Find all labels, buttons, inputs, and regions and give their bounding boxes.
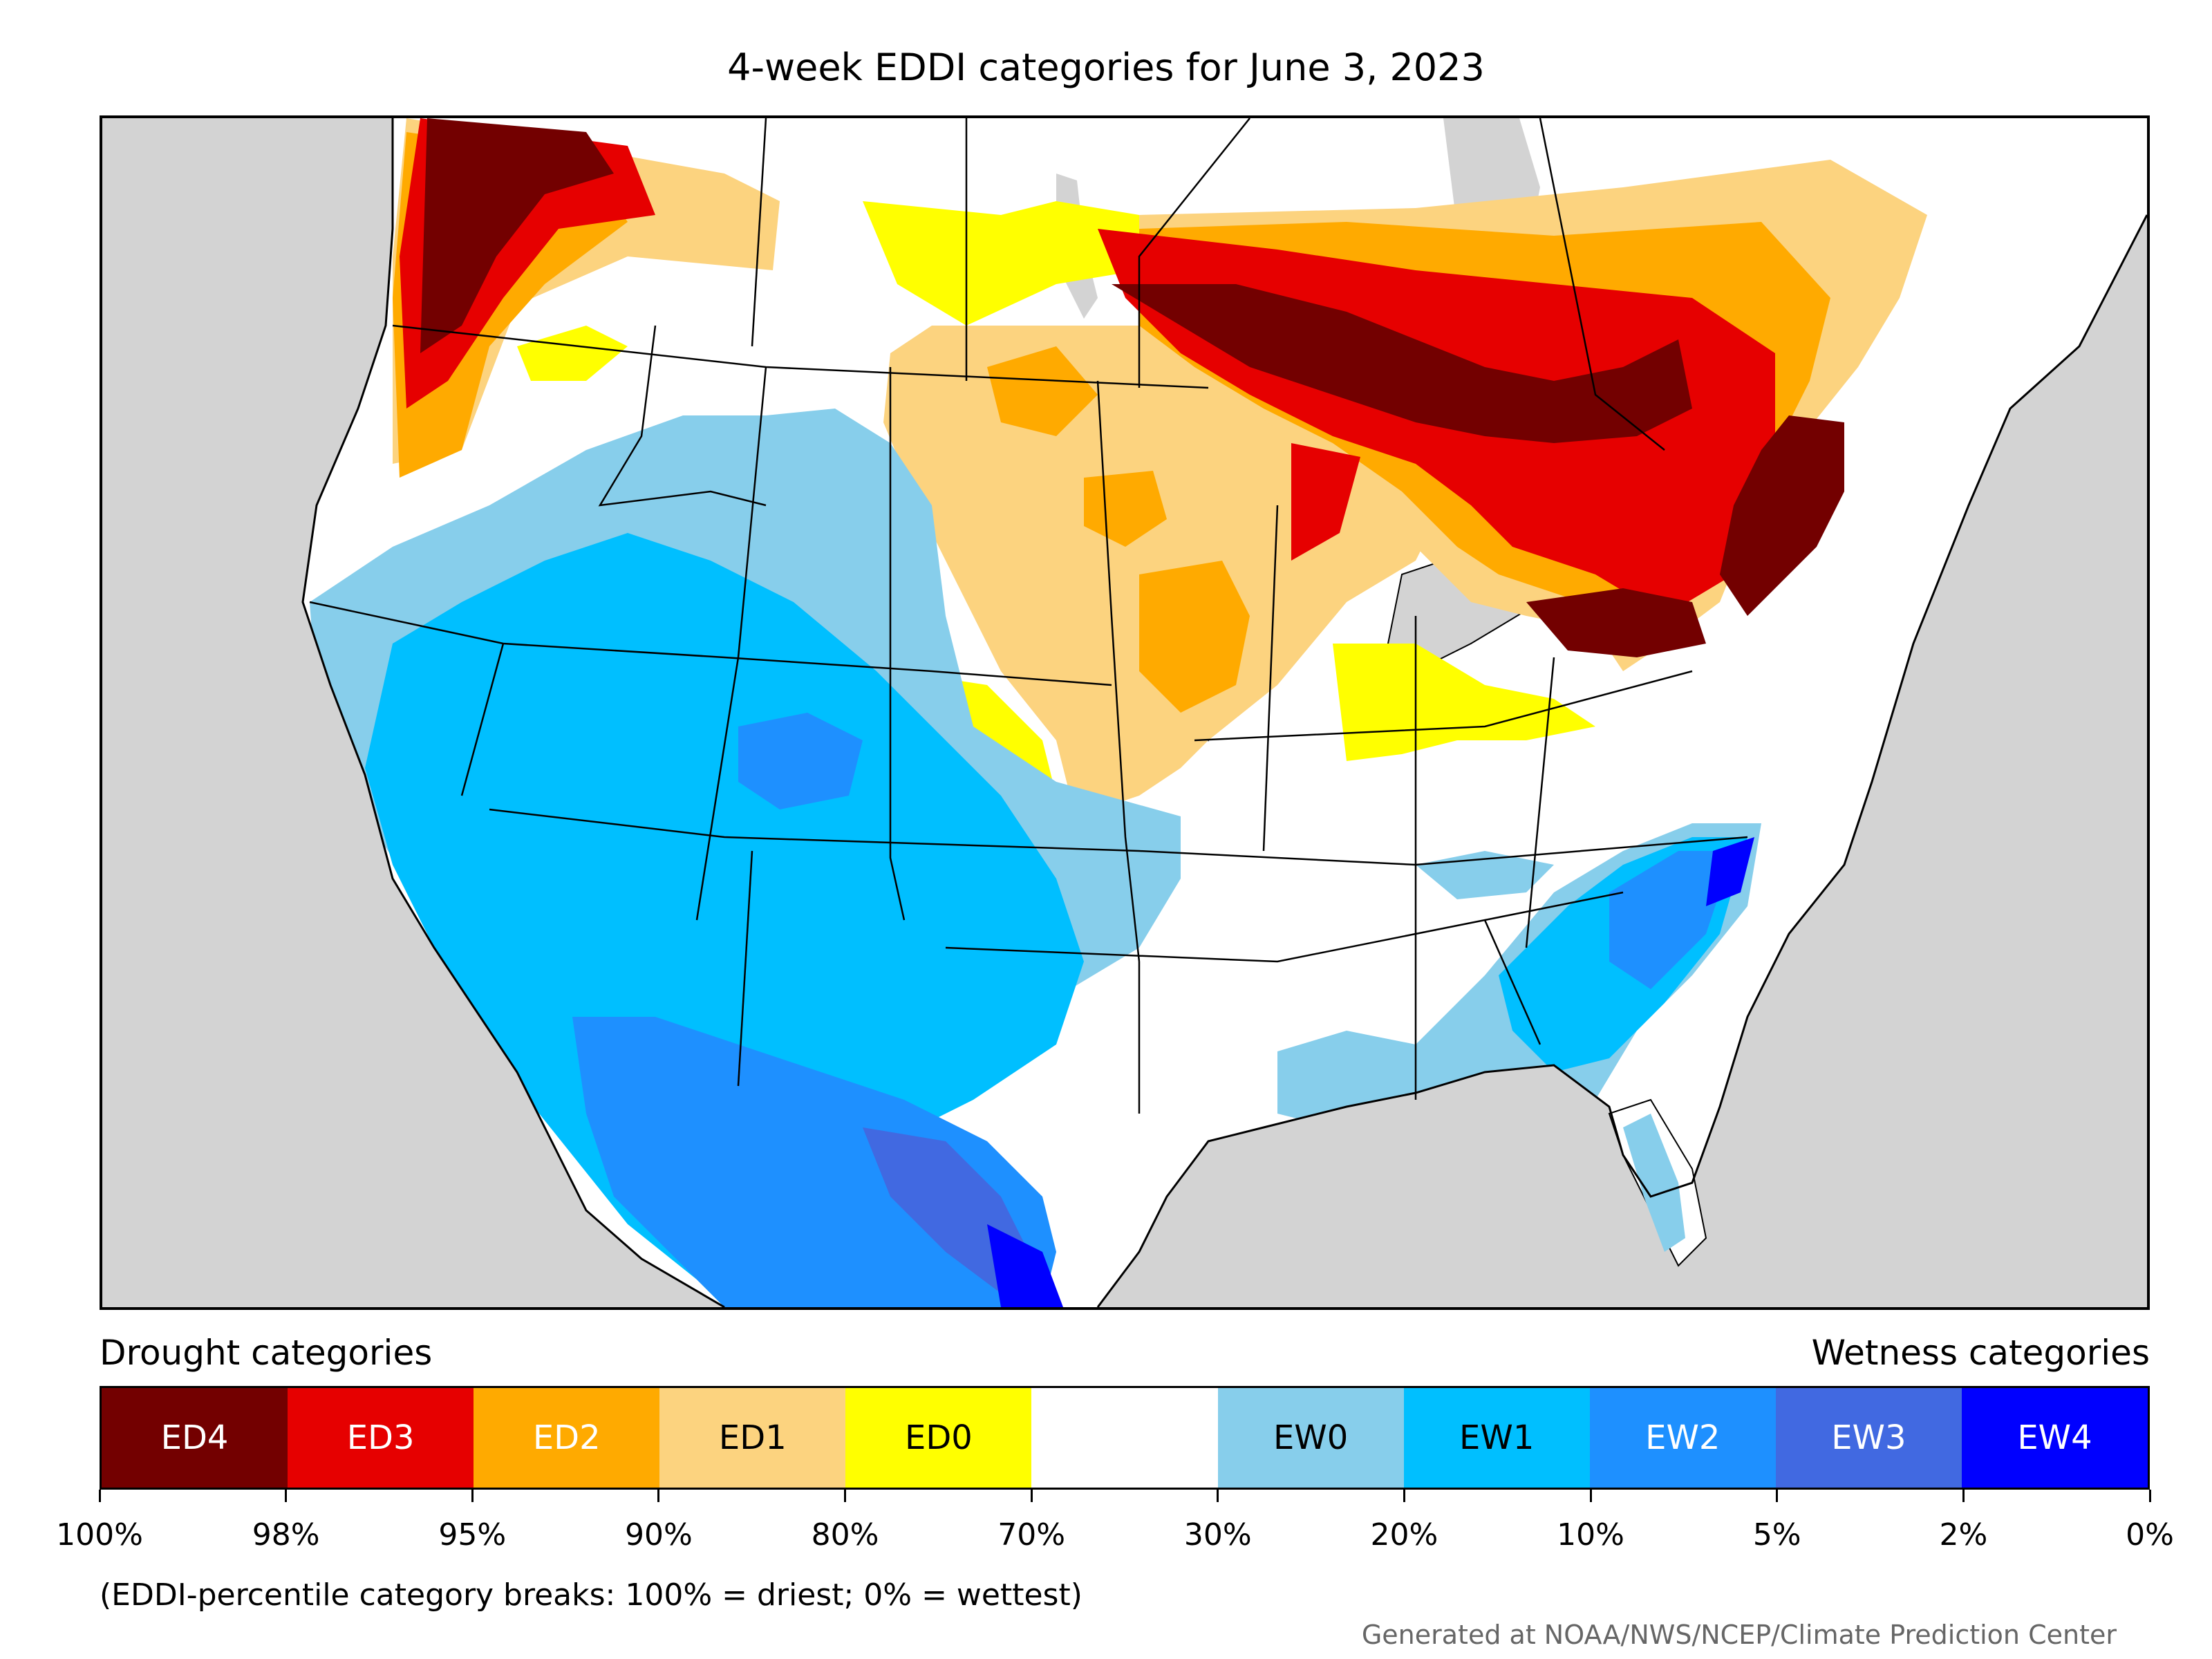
colorbar-cell-ed2: ED2: [474, 1388, 660, 1488]
colorbar-cell-ed4: ED4: [102, 1388, 288, 1488]
tick-mark: [2148, 1490, 2151, 1502]
tick-label: 30%: [1183, 1517, 1252, 1553]
tick-mark: [1217, 1490, 1219, 1502]
drought-east-canada-ed4: [1112, 284, 1692, 443]
tick-mark: [285, 1490, 288, 1502]
colorbar-cell-ed1: ED1: [659, 1388, 846, 1488]
tick-mark: [1589, 1490, 1592, 1502]
drought-penn-ed4: [1526, 588, 1706, 657]
tick-mark: [1030, 1490, 1033, 1502]
credit-line: Generated at NOAA/NWS/NCEP/Climate Predi…: [1361, 1620, 2117, 1650]
ocean-pacific: [102, 118, 724, 1307]
drought-minn-ed2: [987, 346, 1098, 436]
drought-midwest-ed2: [1139, 561, 1250, 713]
wet-colorado-ew2: [738, 713, 863, 809]
drought-ohio-ed0: [1333, 644, 1595, 761]
tick-mark: [844, 1490, 847, 1502]
ocean-gulf: [1098, 215, 2147, 1307]
wet-ohio-valley-ew0: [1416, 851, 1554, 899]
tick-label: 0%: [2126, 1517, 2174, 1553]
coastline: [301, 118, 2147, 1307]
colorbar-cell-ew3: EW3: [1775, 1388, 1962, 1488]
map-panel: [100, 115, 2150, 1310]
tick-mark: [657, 1490, 660, 1502]
tick-label: 90%: [625, 1517, 693, 1553]
eddi-map: [102, 118, 2147, 1307]
colorbar-cell-ew2: EW2: [1589, 1388, 1776, 1488]
tick-mark: [98, 1490, 101, 1502]
drought-idaho-ed0: [517, 326, 628, 381]
tick-mark: [471, 1490, 474, 1502]
percentile-ticks: 100% 98% 95% 90% 80% 70% 30% 20% 10% 5% 2% 0%: [56, 1490, 2174, 1559]
tick-mark: [1776, 1490, 1779, 1502]
wet-carolina-ew2: [1609, 851, 1734, 989]
tick-label: 10%: [1557, 1517, 1624, 1553]
wet-texas-ew3: [863, 1127, 1029, 1293]
colorbar-cell-ew4: EW4: [1961, 1388, 2148, 1488]
tick-label: 2%: [1939, 1517, 1988, 1553]
tick-label: 80%: [811, 1517, 879, 1553]
wetness-categories-label: Wetness categories: [1811, 1333, 2150, 1373]
drought-canada-ed0: [863, 201, 1139, 326]
tick-mark: [1962, 1490, 1965, 1502]
colorbar-cell-ed0: ED0: [845, 1388, 1032, 1488]
map-title: 4-week EDDI categories for June 3, 2023: [727, 46, 1485, 89]
tick-label: 100%: [56, 1517, 143, 1553]
state-boundaries: [309, 324, 1748, 1114]
wet-carolina-ew4: [1706, 837, 1754, 906]
drought-categories-label: Drought categories: [100, 1333, 433, 1373]
tick-label: 98%: [252, 1517, 320, 1553]
wet-texas-ew4: [987, 1224, 1063, 1307]
colorbar-cell-ew1: EW1: [1403, 1388, 1590, 1488]
tick-label: 5%: [1752, 1517, 1801, 1553]
tick-label: 20%: [1370, 1517, 1438, 1553]
tick-label: 95%: [438, 1517, 507, 1553]
category-breaks-note: (EDDI-percentile category breaks: 100% =…: [100, 1577, 1082, 1613]
category-colorbar: ED4 ED3 ED2 ED1 ED0 EW0 EW1 EW2 EW3 EW4: [100, 1386, 2150, 1490]
drought-pacific-nw-ed4: [420, 118, 614, 353]
tick-label: 70%: [997, 1517, 1066, 1553]
colorbar-cell-ed3: ED3: [288, 1388, 474, 1488]
drought-northeast-ed4: [1720, 415, 1844, 616]
colorbar-cell-ew0: EW0: [1217, 1388, 1404, 1488]
tick-mark: [1403, 1490, 1405, 1502]
florida-ew0: [1623, 1114, 1685, 1252]
province-boundaries: [751, 118, 1665, 451]
colorbar-cell-normal: [1031, 1388, 1218, 1488]
drought-michigan-ed3: [1291, 443, 1360, 561]
